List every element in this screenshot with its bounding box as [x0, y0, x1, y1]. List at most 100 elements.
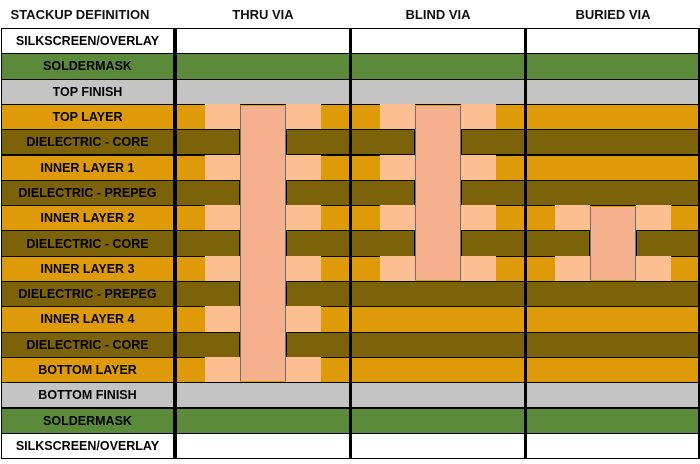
via-plating: [286, 154, 321, 181]
stackup-cell: [526, 179, 700, 207]
layer-label: TOP FINISH: [1, 78, 174, 105]
stackup-cell: [351, 28, 526, 55]
stackup-cell: [351, 53, 526, 80]
dielectric-segment: [286, 282, 351, 307]
dielectric-segment: [176, 130, 240, 155]
layer-label: SILKSCREEN/OVERLAY: [1, 432, 174, 460]
stackup-cell: [526, 407, 700, 434]
stackup-cell: [351, 382, 526, 409]
stackup-cell: [176, 432, 351, 460]
stackup-cell: [351, 281, 526, 308]
via-plating: [461, 103, 496, 131]
header-stackup-definition: STACKUP DEFINITION: [10, 7, 150, 22]
layer-label: TOP LAYER: [1, 103, 174, 131]
layer-label: DIELECTRIC - PREPEG: [1, 281, 174, 308]
stackup-cell: [526, 331, 700, 358]
dielectric-segment: [461, 180, 526, 206]
column-divider: [174, 28, 177, 460]
via-barrel: [590, 207, 636, 280]
dielectric-segment: [351, 180, 415, 206]
column-divider: [524, 28, 527, 460]
via-plating: [380, 255, 415, 282]
layer-label: BOTTOM FINISH: [1, 382, 174, 409]
via-plating: [555, 255, 590, 282]
stackup-cell: [176, 53, 351, 80]
stackup-cell: [526, 281, 700, 308]
stackup-cell: [176, 28, 351, 55]
column-divider: [698, 28, 700, 460]
dielectric-segment: [176, 180, 240, 206]
via-plating: [286, 306, 321, 333]
dielectric-segment: [636, 231, 700, 256]
via-plating: [380, 205, 415, 232]
stackup-cell: [526, 432, 700, 460]
layer-label: BOTTOM LAYER: [1, 356, 174, 384]
layer-label: DIELECTRIC - CORE: [1, 129, 174, 156]
via-plating: [205, 255, 240, 282]
stackup-cell: [351, 432, 526, 460]
column-divider: [349, 28, 352, 460]
stackup-cell: [526, 28, 700, 55]
stackup-cell: [176, 382, 351, 409]
via-plating: [286, 356, 321, 384]
layer-label: SOLDERMASK: [1, 407, 174, 434]
header-thru-via: THRU VIA: [232, 7, 294, 22]
dielectric-segment: [526, 231, 590, 256]
stackup-cell: [351, 356, 526, 384]
layer-label: DIELECTRIC - CORE: [1, 331, 174, 358]
stackup-cell: [526, 78, 700, 105]
via-plating: [636, 205, 671, 232]
layer-label: INNER LAYER 4: [1, 306, 174, 333]
via-plating: [205, 205, 240, 232]
stackup-cell: [526, 356, 700, 384]
via-plating: [461, 205, 496, 232]
dielectric-segment: [461, 130, 526, 155]
stackup-cell: [351, 306, 526, 333]
stackup-cell: [351, 407, 526, 434]
via-plating: [461, 154, 496, 181]
stackup-cell: [526, 306, 700, 333]
stackup-cell: [526, 382, 700, 409]
dielectric-segment: [286, 332, 351, 357]
layer-label: DIELECTRIC - PREPEG: [1, 179, 174, 207]
via-plating: [461, 255, 496, 282]
dielectric-segment: [286, 231, 351, 256]
via-plating: [555, 205, 590, 232]
via-plating: [380, 103, 415, 131]
dielectric-segment: [176, 332, 240, 357]
layer-label: SILKSCREEN/OVERLAY: [1, 28, 174, 55]
layer-label: SOLDERMASK: [1, 53, 174, 80]
via-barrel: [240, 105, 286, 382]
via-plating: [380, 154, 415, 181]
via-plating: [205, 103, 240, 131]
via-plating: [286, 103, 321, 131]
layer-label: INNER LAYER 3: [1, 255, 174, 282]
dielectric-segment: [461, 231, 526, 256]
stackup-cell: [526, 129, 700, 156]
via-plating: [286, 255, 321, 282]
stackup-cell: [176, 78, 351, 105]
dielectric-segment: [176, 231, 240, 256]
via-barrel: [415, 105, 461, 280]
stackup-cell: [176, 407, 351, 434]
via-plating: [286, 205, 321, 232]
via-plating: [636, 255, 671, 282]
header-buried-via: BURIED VIA: [575, 7, 651, 22]
stackup-cell: [526, 53, 700, 80]
dielectric-segment: [351, 130, 415, 155]
stackup-cell: [526, 154, 700, 181]
stackup-cell: [526, 103, 700, 131]
via-plating: [205, 154, 240, 181]
stackup-cell: [351, 331, 526, 358]
stackup-cell: [351, 78, 526, 105]
layer-label: DIELECTRIC - CORE: [1, 230, 174, 257]
header-blind-via: BLIND VIA: [405, 7, 471, 22]
dielectric-segment: [286, 130, 351, 155]
dielectric-segment: [351, 231, 415, 256]
via-plating: [205, 306, 240, 333]
via-plating: [205, 356, 240, 384]
layer-label: INNER LAYER 2: [1, 205, 174, 232]
dielectric-segment: [286, 180, 351, 206]
layer-label: INNER LAYER 1: [1, 154, 174, 181]
dielectric-segment: [176, 282, 240, 307]
